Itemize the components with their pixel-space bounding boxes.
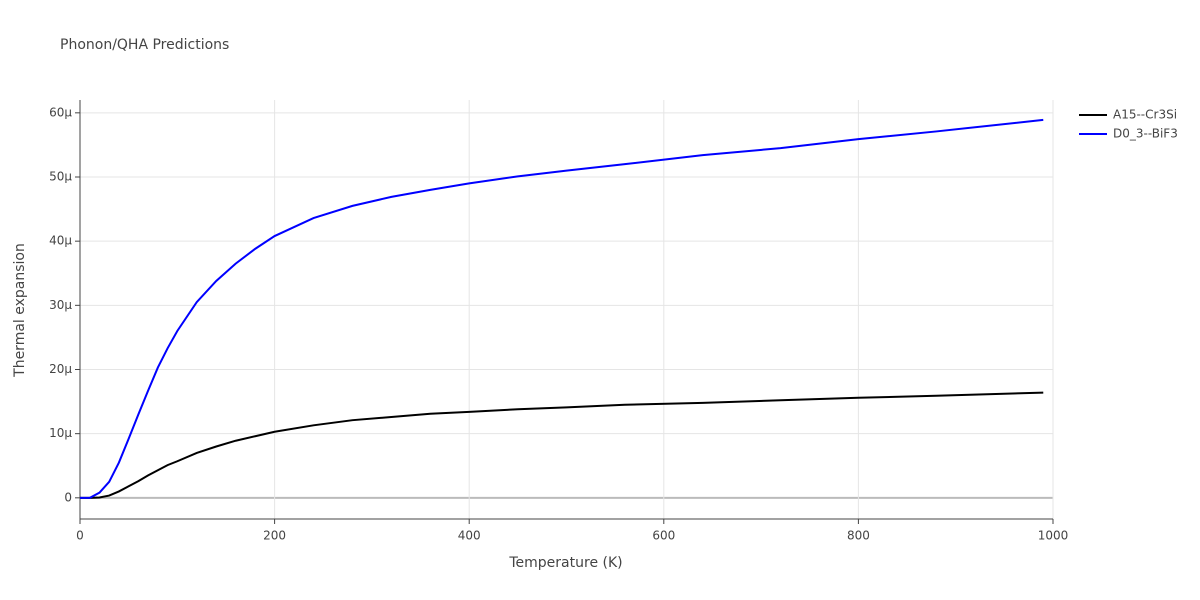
- y-axis-title: Thermal expansion: [12, 243, 28, 378]
- x-tick-label: 600: [652, 529, 675, 543]
- x-tick-label: 800: [847, 529, 870, 543]
- x-axis-title: Temperature (K): [508, 555, 622, 571]
- y-tick-label: 40μ: [49, 234, 72, 248]
- legend-label: A15--Cr3Si: [1113, 108, 1177, 122]
- legend-label: D0_3--BiF3: [1113, 127, 1178, 141]
- y-tick-label: 20μ: [49, 362, 72, 376]
- y-tick-label: 30μ: [49, 298, 72, 312]
- line: [80, 391, 1044, 499]
- y-tick-label: 0: [64, 490, 72, 504]
- y-tick-label: 60μ: [49, 105, 72, 119]
- x-tick-label: 1000: [1038, 529, 1069, 543]
- y-tick-label: 10μ: [49, 426, 72, 440]
- x-tick-label: 200: [263, 529, 286, 543]
- y-tick-label: 50μ: [49, 169, 72, 183]
- x-tick-label: 0: [76, 529, 84, 543]
- chart-title: Phonon/QHA Predictions: [60, 37, 229, 53]
- x-tick-label: 400: [458, 529, 481, 543]
- line: [80, 118, 1044, 499]
